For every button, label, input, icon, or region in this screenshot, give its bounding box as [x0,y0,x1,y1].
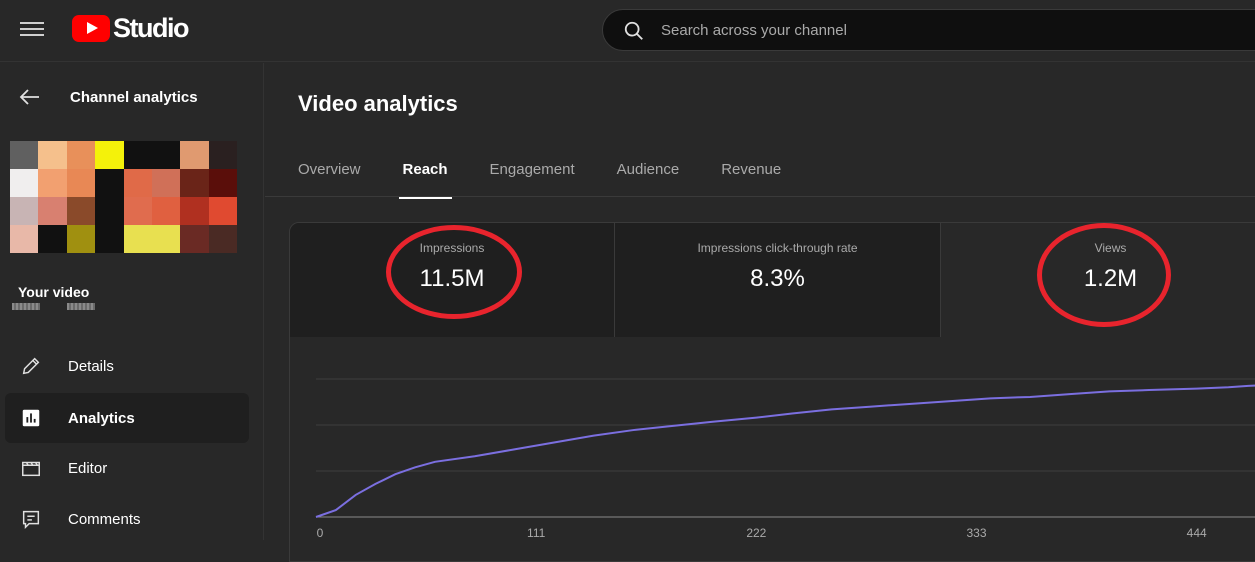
back-to-channel-analytics[interactable]: Channel analytics [18,85,198,109]
search-icon [624,21,643,40]
clapperboard-icon [19,456,43,480]
chart-series-line [315,384,1255,518]
chart-x-tick-label: 222 [746,526,766,540]
sidebar-item-editor[interactable]: Editor [5,443,249,493]
tab-divider [265,196,1255,197]
metric-row: Impressions 11.5M Impressions click-thro… [290,223,1255,337]
sidebar-item-analytics[interactable]: Analytics [5,393,249,443]
tab-reach[interactable]: Reach [398,161,452,199]
tab-overview[interactable]: Overview [298,161,361,178]
tab-engagement[interactable]: Engagement [489,161,575,178]
pencil-icon [19,354,43,378]
tab-bar: Overview Reach Engagement Audience Reven… [298,161,823,199]
video-title: Your video [18,284,90,300]
metric-value: 8.3% [750,265,805,292]
brand-name: Studio [113,13,189,43]
metric-ctr[interactable]: Impressions click-through rate 8.3% [615,223,941,337]
menu-icon[interactable] [20,18,44,42]
sidebar-item-label: Details [68,357,114,375]
comment-icon [19,507,43,531]
views-line-chart: 0 111 222 333 444 [315,378,1255,540]
chart-x-tick-label: 111 [527,526,546,540]
back-label: Channel analytics [70,88,198,106]
metric-label: Impressions click-through rate [697,241,858,255]
top-bar: Studio [0,0,1255,62]
youtube-logo-icon [72,15,110,42]
studio-logo[interactable]: Studio [72,13,189,44]
tab-audience[interactable]: Audience [616,161,680,178]
video-thumbnail[interactable] [10,141,237,253]
chart-x-tick-label: 444 [1187,526,1207,540]
sidebar-item-details[interactable]: Details [5,341,249,391]
annotation-circle [386,225,522,319]
analytics-icon [19,406,43,430]
video-subtitle-redacted [12,303,102,311]
main-content: Video analytics Overview Reach Engagemen… [265,63,1255,562]
sidebar: Channel analytics Your video Details [0,63,264,540]
sidebar-item-label: Comments [68,510,141,528]
sidebar-item-label: Analytics [68,409,135,427]
page-title: Video analytics [298,91,458,116]
arrow-left-icon [19,89,39,105]
metric-impressions[interactable]: Impressions 11.5M [290,223,615,337]
chart-x-tick-label: 333 [967,526,987,540]
metrics-card: Impressions 11.5M Impressions click-thro… [289,222,1255,562]
metric-views[interactable]: Views 1.2M [941,223,1255,337]
search-bar[interactable] [602,9,1255,51]
search-input[interactable] [661,18,1241,42]
tab-revenue[interactable]: Revenue [721,161,782,178]
sidebar-item-comments[interactable]: Comments [5,494,249,544]
sidebar-item-label: Editor [68,459,108,477]
chart-x-tick-label: 0 [317,526,324,540]
annotation-circle [1037,223,1171,327]
